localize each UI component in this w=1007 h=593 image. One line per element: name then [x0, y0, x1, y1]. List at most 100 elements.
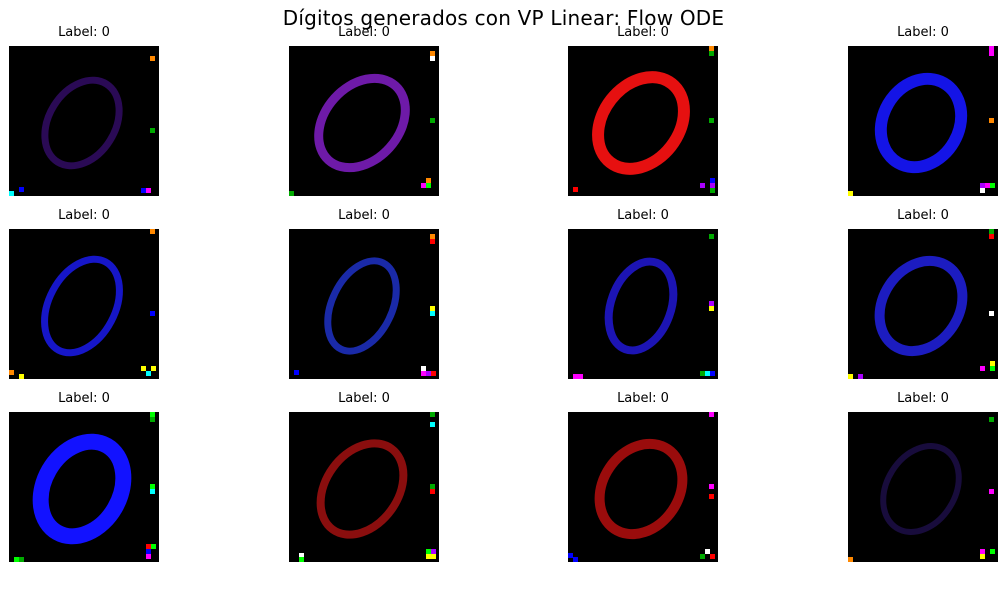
noise-pixel [430, 484, 435, 489]
noise-pixel [709, 494, 714, 499]
sample-label: Label: 0 [897, 25, 949, 40]
noise-pixel [989, 229, 994, 234]
noise-pixel [421, 183, 426, 188]
noise-pixel [858, 374, 863, 379]
digit-image [568, 229, 718, 379]
noise-pixel [141, 366, 146, 371]
digit-image [9, 229, 159, 379]
sample-label: Label: 0 [897, 391, 949, 406]
noise-pixel [989, 234, 994, 239]
digit-stroke [880, 443, 962, 535]
noise-pixel [430, 412, 435, 417]
noise-pixel [299, 557, 304, 562]
noise-pixel [151, 366, 156, 371]
noise-pixel [705, 371, 710, 376]
digit-image [9, 412, 159, 562]
noise-pixel [431, 371, 436, 376]
noise-pixel [430, 306, 435, 311]
noise-pixel [980, 554, 985, 559]
image-background [289, 46, 439, 196]
sample-panel: Label: 0 [848, 25, 998, 200]
sample-label: Label: 0 [338, 391, 390, 406]
noise-pixel [989, 489, 994, 494]
noise-pixel [710, 178, 715, 183]
noise-pixel [146, 188, 151, 193]
noise-pixel [709, 484, 714, 489]
noise-pixel [430, 56, 435, 61]
noise-pixel [141, 188, 146, 193]
sample-panel: Label: 0 [568, 391, 718, 566]
digit-stroke [874, 72, 968, 174]
digit-image [568, 412, 718, 562]
noise-pixel [709, 234, 714, 239]
noise-pixel [430, 422, 435, 427]
noise-pixel [568, 553, 573, 558]
image-background [848, 46, 998, 196]
digit-image [848, 46, 998, 196]
noise-pixel [848, 374, 853, 379]
digit-image [289, 412, 439, 562]
digit-image [9, 46, 159, 196]
noise-pixel [573, 557, 578, 562]
sample-panel: Label: 0 [9, 25, 159, 200]
figure-title: Dígitos generados con VP Linear: Flow OD… [282, 6, 725, 30]
noise-pixel [150, 489, 155, 494]
noise-pixel [980, 549, 985, 554]
digit-stroke [594, 438, 688, 540]
noise-pixel [430, 489, 435, 494]
noise-pixel [430, 234, 435, 239]
noise-pixel [700, 554, 705, 559]
noise-pixel [985, 183, 990, 188]
noise-pixel [848, 557, 853, 562]
sample-label: Label: 0 [338, 25, 390, 40]
noise-pixel [426, 371, 431, 376]
noise-pixel [709, 412, 714, 417]
sample-panel: Label: 0 [568, 25, 718, 200]
noise-pixel [426, 549, 431, 554]
sample-label: Label: 0 [617, 208, 669, 223]
image-background [568, 229, 718, 379]
noise-pixel [990, 549, 995, 554]
noise-pixel [709, 306, 714, 311]
image-background [289, 229, 439, 379]
digit-stroke [592, 71, 690, 175]
digit-image [848, 412, 998, 562]
noise-pixel [150, 128, 155, 133]
noise-pixel [709, 51, 714, 56]
noise-pixel [426, 554, 431, 559]
noise-pixel [150, 311, 155, 316]
noise-pixel [573, 374, 578, 379]
noise-pixel [700, 371, 705, 376]
noise-pixel [19, 557, 24, 562]
noise-pixel [989, 417, 994, 422]
sample-panel: Label: 0 [568, 208, 718, 383]
noise-pixel [14, 557, 19, 562]
noise-pixel [710, 188, 715, 193]
noise-pixel [431, 554, 436, 559]
sample-label: Label: 0 [58, 25, 110, 40]
image-background [848, 229, 998, 379]
digit-image [568, 46, 718, 196]
sample-label: Label: 0 [58, 208, 110, 223]
digit-stroke [874, 255, 968, 357]
noise-pixel [426, 178, 431, 183]
noise-pixel [980, 183, 985, 188]
noise-pixel [990, 366, 995, 371]
noise-pixel [989, 51, 994, 56]
noise-pixel [146, 549, 151, 554]
noise-pixel [146, 554, 151, 559]
noise-pixel [299, 553, 304, 558]
sample-label: Label: 0 [617, 25, 669, 40]
noise-pixel [980, 188, 985, 193]
digit-image [848, 229, 998, 379]
noise-pixel [9, 191, 14, 196]
sample-label: Label: 0 [617, 391, 669, 406]
noise-pixel [19, 374, 24, 379]
image-background [848, 412, 998, 562]
sample-panel: Label: 0 [848, 208, 998, 383]
noise-pixel [421, 371, 426, 376]
noise-pixel [990, 361, 995, 366]
noise-pixel [150, 417, 155, 422]
digit-stroke [41, 255, 123, 357]
image-background [568, 46, 718, 196]
